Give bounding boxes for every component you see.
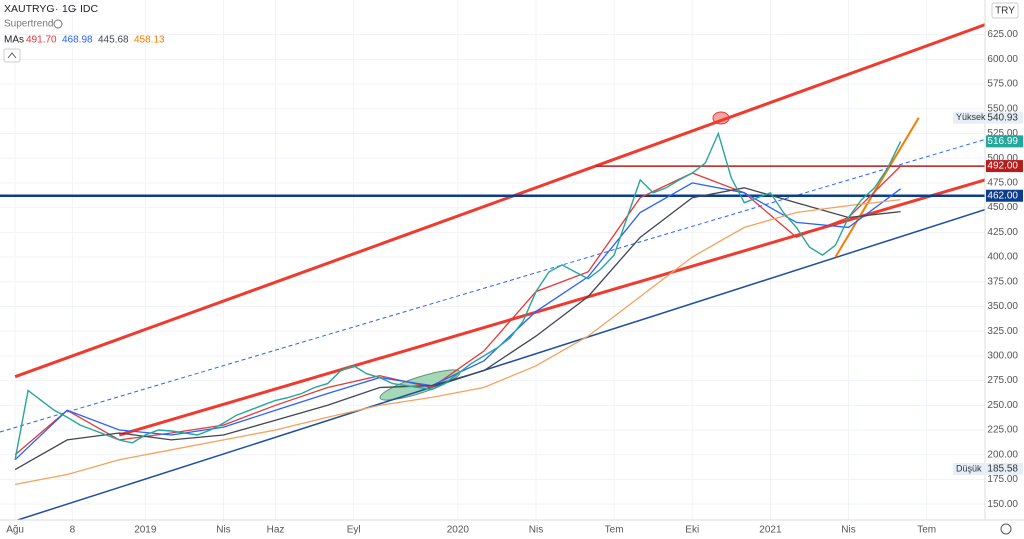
x-tick-label: Tem: [605, 525, 624, 536]
moving-average: [14, 199, 901, 486]
ma-value: 458.13: [134, 35, 165, 46]
price-tag: [986, 111, 1023, 124]
x-tick-label: 2020: [447, 525, 470, 536]
axes: 150.00 175.00 200.00 225.00 250.00 275.00 300.…: [6, 29, 1023, 536]
price-tag-label: 462.00: [987, 190, 1018, 201]
visibility-icon[interactable]: [53, 19, 63, 29]
y-tick-label: 175.00: [987, 474, 1018, 485]
x-tick-label: Eyl: [347, 525, 361, 536]
y-tick-label: 350.00: [987, 301, 1018, 312]
y-tick-label: 625.00: [987, 29, 1018, 40]
plot-area: [0, 23, 985, 520]
ma-label: MAs: [4, 35, 24, 46]
price-line: [14, 131, 902, 460]
currency-box[interactable]: [991, 2, 1019, 19]
price-tag-name: Yüksek: [956, 112, 986, 122]
x-tick-label: Tem: [917, 525, 936, 536]
ma-value: 491.70: [26, 35, 57, 46]
separator: ·: [74, 3, 78, 15]
x-tick-label: 2021: [759, 525, 782, 536]
currency: TRY: [995, 6, 1015, 17]
y-tick-label: 200.00: [987, 449, 1018, 460]
y-tick-label: 525.00: [987, 128, 1018, 139]
y-tick-label: 500.00: [987, 153, 1018, 164]
y-tick-label: 325.00: [987, 326, 1018, 337]
y-tick-label: 550.00: [987, 103, 1018, 114]
interval: 1G: [62, 3, 76, 15]
price-tag: [986, 463, 1023, 476]
price-tag: [986, 189, 1023, 202]
symbol: XAUTRYG: [4, 3, 55, 15]
y-tick-label: 600.00: [987, 54, 1018, 65]
x-tick-label: Ağu: [6, 525, 24, 536]
y-tick-label: 300.00: [987, 351, 1018, 362]
y-tick-label: 425.00: [987, 227, 1018, 238]
price-tag-label: 540.93: [987, 112, 1018, 123]
y-tick-label: 475.00: [987, 178, 1018, 189]
x-tick-label: 2019: [134, 525, 157, 536]
separator: ·: [55, 3, 59, 15]
x-tick-label: Nis: [841, 525, 855, 536]
trend-line: [0, 138, 985, 433]
price-tag-name-box: [953, 111, 986, 124]
x-tick-label: Nis: [216, 525, 230, 536]
x-tick-label: Haz: [267, 525, 285, 536]
exchange: IDC: [80, 3, 99, 15]
collapse-icon: [7, 52, 17, 59]
y-tick-label: 375.00: [987, 276, 1018, 287]
y-tick-label: 450.00: [987, 202, 1018, 213]
trend-line: [17, 208, 985, 520]
collapse-button[interactable]: [3, 48, 21, 63]
x-tick-label: 8: [70, 525, 76, 536]
trend-line: [118, 178, 985, 437]
y-tick-label: 250.00: [987, 400, 1018, 411]
settings-icon[interactable]: [1000, 523, 1012, 535]
price-tag-label: 516.99: [987, 136, 1018, 147]
indicator-name: Supertrend: [4, 19, 53, 30]
ma-value: 468.98: [62, 35, 93, 46]
y-tick-label: 575.00: [987, 79, 1018, 90]
y-tick-label: 150.00: [987, 499, 1018, 510]
ma-value: 445.68: [98, 35, 129, 46]
price-tag-name: Düşük: [956, 463, 982, 473]
grid: [0, 0, 985, 520]
y-tick-label: 225.00: [987, 425, 1018, 436]
price-tag: [986, 160, 1023, 173]
x-tick-label: Nis: [529, 525, 543, 536]
y-tick-label: 400.00: [987, 252, 1018, 263]
trend-line: [834, 117, 920, 258]
price-tag-label: 492.00: [987, 161, 1018, 172]
moving-average: [14, 187, 901, 471]
price-tag: [986, 135, 1023, 148]
x-tick-label: Eki: [685, 525, 699, 536]
trend-line: [14, 23, 985, 379]
price-tag-name-box: [953, 463, 986, 476]
price-tag-label: 185.58: [987, 464, 1018, 475]
y-tick-label: 275.00: [987, 375, 1018, 386]
